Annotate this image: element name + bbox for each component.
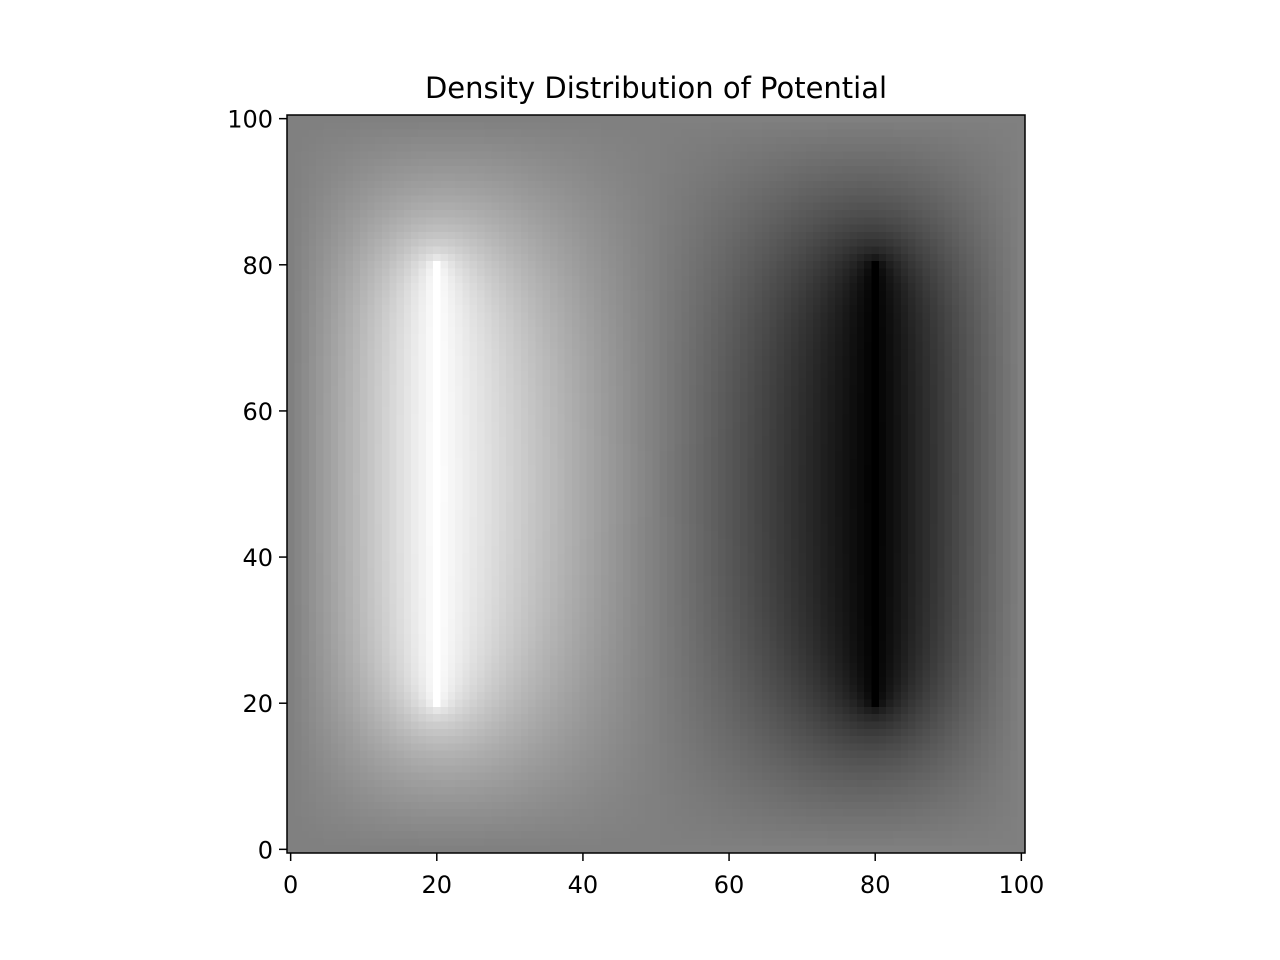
y-tick-label: 40 — [242, 544, 273, 572]
x-tick-label: 40 — [568, 871, 599, 899]
x-tick-label: 100 — [998, 871, 1044, 899]
y-axis: 0 20 40 60 80 100 — [227, 106, 287, 864]
plot-frame — [286, 114, 1026, 854]
x-tick-label: 80 — [860, 871, 891, 899]
chart-title: Density Distribution of Potential — [425, 71, 887, 105]
y-tick-label: 100 — [227, 106, 273, 134]
x-tick-label: 60 — [714, 871, 745, 899]
heatmap-image — [287, 115, 1025, 853]
y-tick-label: 60 — [242, 398, 273, 426]
x-tick-label: 20 — [422, 871, 453, 899]
x-tick-label: 0 — [283, 871, 298, 899]
y-tick-label: 80 — [242, 252, 273, 280]
x-axis: 0 20 40 60 80 100 — [283, 853, 1044, 899]
y-tick-label: 20 — [242, 690, 273, 718]
y-tick-label: 0 — [258, 836, 273, 864]
